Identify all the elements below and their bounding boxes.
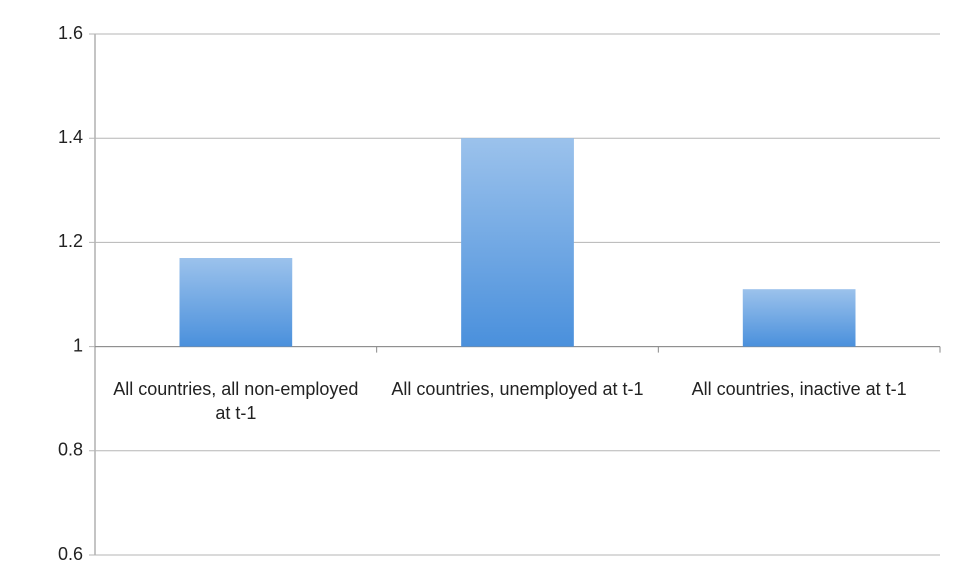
x-tick-label: All countries, unemployed at t-1 <box>391 378 644 399</box>
bar-shine <box>742 289 856 347</box>
x-tick-label: All countries, all non-employed at t-1 <box>113 378 359 423</box>
y-tick-label: 0.8 <box>58 440 83 460</box>
y-tick-label: 1.6 <box>58 23 83 43</box>
y-tick-label: 1.2 <box>58 231 83 251</box>
y-tick-label: 1.4 <box>58 127 83 147</box>
y-tick-label: 1 <box>73 335 83 355</box>
x-tick-label: All countries, inactive at t-1 <box>691 378 907 399</box>
bar-shine <box>179 258 293 347</box>
y-tick-label: 0.6 <box>58 544 83 564</box>
bar-shine <box>461 138 574 347</box>
